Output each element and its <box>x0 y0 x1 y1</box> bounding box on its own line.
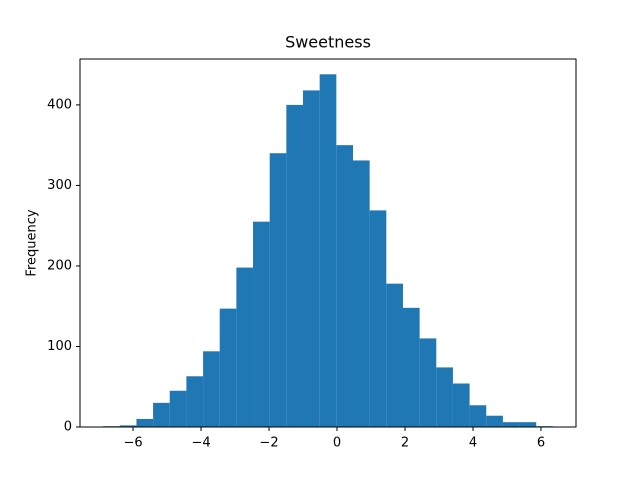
y-tick-label: 300 <box>47 178 72 193</box>
y-tick-label: 400 <box>47 97 72 112</box>
x-tick-label: 6 <box>537 436 545 451</box>
bar <box>452 383 470 427</box>
bar <box>286 104 304 427</box>
bar <box>469 405 487 427</box>
y-axis-label: Frequency <box>25 209 40 276</box>
bar <box>386 283 403 427</box>
bar <box>369 210 387 427</box>
x-tick-label: 0 <box>333 436 341 451</box>
bar <box>352 160 370 427</box>
bar <box>119 425 137 427</box>
bar <box>153 402 170 427</box>
bar <box>219 308 237 427</box>
chart-title: Sweetness <box>285 33 371 52</box>
x-tick-label: −2 <box>259 436 278 451</box>
bar <box>203 351 220 427</box>
bar <box>253 221 270 427</box>
x-tick-label: 2 <box>401 436 409 451</box>
bar <box>419 338 437 427</box>
bar <box>502 422 520 427</box>
bar <box>303 90 320 427</box>
x-tick-label: −4 <box>191 436 210 451</box>
bar <box>519 422 537 427</box>
bar <box>319 74 337 428</box>
plot-frame <box>79 58 577 428</box>
bar <box>186 376 204 427</box>
bar <box>402 307 420 427</box>
bar <box>136 418 154 427</box>
x-tick-label: 4 <box>469 436 477 451</box>
bar <box>236 267 254 427</box>
y-tick-label: 100 <box>47 339 72 354</box>
x-tick-label: −6 <box>123 436 142 451</box>
y-tick-label: 0 <box>64 420 72 435</box>
bar <box>269 153 287 427</box>
bar <box>436 367 453 427</box>
y-tick-label: 200 <box>47 258 72 273</box>
bar <box>336 145 353 427</box>
bar <box>169 390 187 427</box>
bar <box>486 415 503 427</box>
